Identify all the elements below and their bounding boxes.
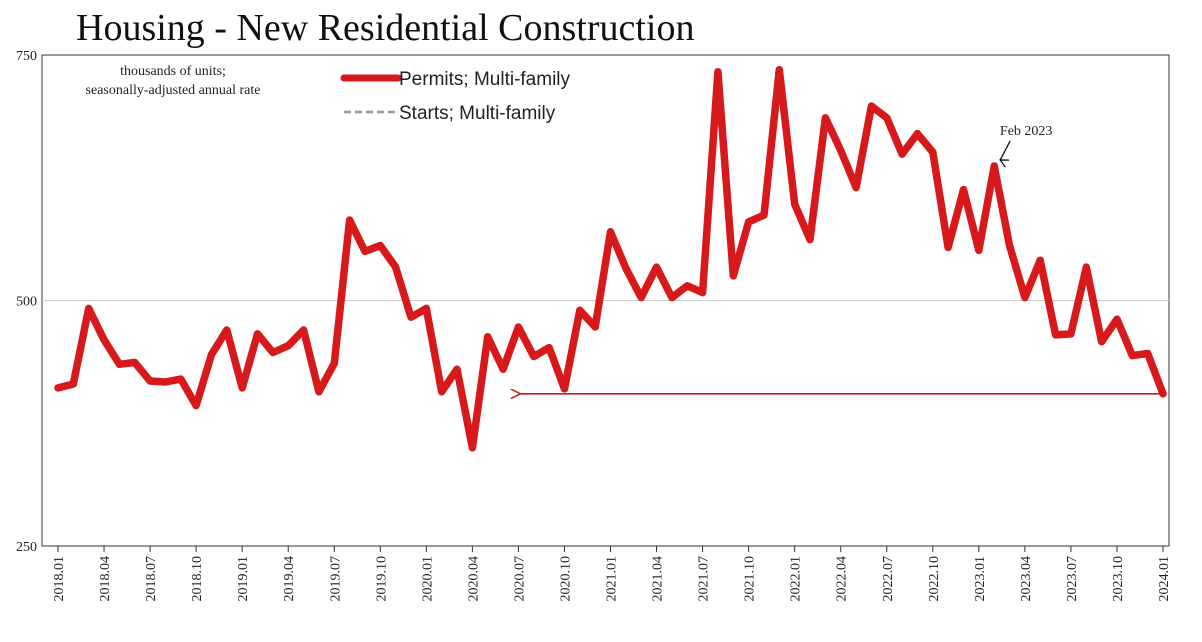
x-tick-label: 2020.10 (558, 556, 573, 602)
x-tick-label: 2021.07 (697, 556, 712, 602)
x-tick-label: 2018.10 (190, 556, 205, 602)
annotation-pointer (1000, 140, 1011, 160)
x-tick-label: 2023.04 (1019, 556, 1034, 602)
units-note-line2: seasonally-adjusted annual rate (86, 83, 261, 98)
legend-label-starts: Starts; Multi-family (399, 103, 556, 124)
x-tick-label: 2021.01 (605, 556, 620, 602)
x-tick-label: 2022.01 (789, 556, 804, 602)
x-tick-label: 2019.01 (236, 556, 251, 602)
x-tick-label: 2021.04 (651, 556, 666, 602)
chart-title: Housing - New Residential Construction (76, 7, 695, 49)
x-tick-label: 2020.04 (466, 556, 481, 602)
x-tick-label: 2019.07 (328, 556, 343, 602)
x-tick-label: 2018.07 (144, 556, 159, 602)
x-tick-label: 2023.01 (973, 556, 988, 602)
x-tick-label: 2022.07 (881, 556, 896, 602)
series-line-permits-multifamily (54, 65, 1167, 452)
x-tick-label: 2022.04 (835, 556, 850, 602)
annotation-label: Feb 2023 (1000, 124, 1053, 139)
legend-label-permits: Permits; Multi-family (399, 69, 571, 90)
legend: Permits; Multi-family Starts; Multi-fami… (340, 69, 571, 124)
y-tick-label: 500 (16, 295, 37, 310)
x-tick-label: 2023.10 (1111, 556, 1126, 602)
x-tick-label: 2024.01 (1157, 556, 1172, 602)
x-tick-label: 2020.07 (512, 556, 527, 602)
x-tick-label: 2020.01 (420, 556, 435, 602)
x-tick-label: 2019.10 (374, 556, 389, 602)
x-tick-label: 2023.07 (1065, 556, 1080, 602)
x-tick-label: 2018.04 (98, 556, 113, 602)
units-note-line1: thousands of units; (120, 64, 226, 79)
x-tick-label: 2019.04 (282, 556, 297, 602)
x-tick-label: 2022.10 (927, 556, 942, 602)
y-tick-label: 250 (16, 540, 37, 555)
x-tick-label: 2021.10 (743, 556, 758, 602)
x-tick-label: 2018.01 (52, 556, 67, 602)
y-tick-label: 750 (16, 49, 37, 64)
